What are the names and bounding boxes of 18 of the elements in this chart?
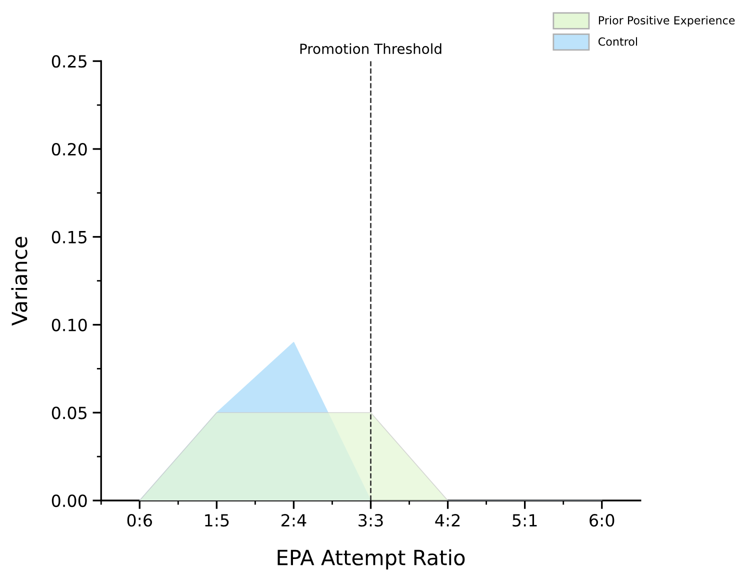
legend-label: Control	[598, 37, 637, 46]
y-tick-label: 0.00	[52, 494, 87, 508]
y-tick-label: 0.10	[52, 318, 87, 332]
x-axis-title: EPA Attempt Ratio	[278, 549, 465, 570]
ref-line-label: Promotion Threshold	[300, 43, 442, 54]
x-tick-label: 5:1	[512, 514, 537, 527]
legend-label: Prior Positive Experience	[598, 16, 735, 27]
x-tick-label: 6:0	[590, 514, 614, 527]
x-tick-label: 4:2	[435, 514, 460, 526]
x-tick-label: 3:3	[358, 514, 383, 527]
x-tick-label: 0:6	[127, 514, 152, 527]
y-tick-label: 0.15	[52, 230, 86, 244]
x-tick-label: 2:4	[282, 514, 306, 526]
y-axis-title: Variance	[11, 236, 28, 326]
y-tick-label: 0.25	[52, 55, 86, 68]
y-tick-label: 0.20	[52, 142, 87, 156]
y-tick-label: 0.05	[52, 406, 86, 420]
x-tick-label: 1:5	[205, 514, 229, 527]
